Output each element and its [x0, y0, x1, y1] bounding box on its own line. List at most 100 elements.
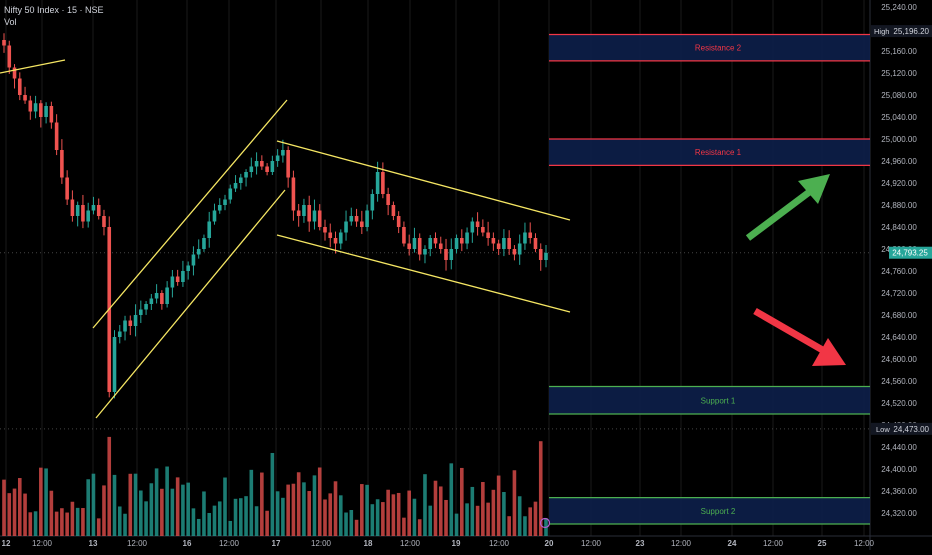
candle-body	[444, 249, 448, 260]
volume-bar	[275, 491, 280, 536]
candle-body	[202, 238, 206, 249]
volume-bar	[517, 496, 522, 536]
volume-bar	[86, 479, 90, 536]
volume-bar	[2, 479, 6, 536]
candle-body	[228, 188, 233, 200]
candle-body	[96, 205, 101, 216]
volume-bar	[391, 494, 396, 536]
candle-body	[212, 210, 217, 222]
trendline	[276, 234, 571, 313]
candle-body	[128, 320, 133, 326]
volume-bar	[102, 485, 106, 536]
volume-bar	[228, 520, 233, 536]
volume-bar	[123, 513, 127, 536]
volume-bar	[149, 483, 154, 536]
volume-bar	[317, 467, 322, 536]
candle-body	[328, 232, 333, 238]
candle-body	[270, 161, 275, 172]
candle-body	[286, 150, 290, 178]
volume-bar	[270, 452, 275, 536]
candle-body	[470, 221, 475, 233]
volume-bar	[291, 483, 296, 536]
candle-body	[544, 252, 548, 260]
volume-bar	[481, 482, 485, 536]
volume-bar	[238, 498, 243, 536]
candle-body	[538, 249, 543, 260]
candle-body	[338, 232, 343, 244]
time-tick-label: 18	[364, 539, 373, 548]
volume-bar	[460, 467, 464, 536]
volume-bar	[523, 516, 527, 536]
price-tick-label: 24,600.00	[881, 355, 917, 364]
volume-bar	[23, 493, 27, 536]
candle-body	[81, 205, 85, 222]
candle-body	[112, 337, 117, 392]
time-tick-label: 12	[2, 539, 11, 548]
candle-body	[433, 238, 438, 244]
price-tick-label: 24,880.00	[881, 201, 917, 210]
price-tick-label: 24,640.00	[881, 333, 917, 342]
volume-label: Vol	[4, 17, 17, 27]
volume-bar	[217, 501, 222, 536]
volume-bar	[281, 497, 285, 536]
low-badge	[871, 422, 932, 435]
candle-body	[17, 78, 22, 95]
candle-body	[149, 298, 154, 304]
volume-bar	[65, 512, 69, 536]
high-badge	[871, 25, 932, 38]
volume-bar	[375, 499, 380, 536]
candle-body	[181, 271, 185, 282]
volume-bar	[333, 481, 338, 536]
candle-body	[160, 293, 164, 304]
volume-bar	[496, 475, 501, 536]
candle-body	[317, 210, 322, 227]
chart-header: Nifty 50 Index · 15 · NSE Vol	[4, 4, 104, 28]
candle-body	[196, 249, 201, 255]
candle-body	[512, 249, 517, 255]
volume-bar	[170, 488, 175, 536]
candle-body	[344, 221, 348, 233]
candle-body	[481, 227, 485, 233]
volume-bar	[428, 505, 433, 536]
volume-bar	[70, 501, 75, 536]
candle-body	[44, 106, 48, 117]
volume-bar	[112, 474, 117, 536]
candle-body	[70, 199, 75, 216]
down-arrow-head	[812, 338, 846, 366]
volume-bar	[81, 508, 85, 536]
candle-body	[386, 194, 390, 205]
trendline	[0, 59, 66, 74]
candle-body	[423, 249, 427, 255]
candle-body	[296, 210, 301, 216]
up-arrow-shaft	[745, 187, 815, 241]
candle-body	[165, 287, 169, 304]
candle-body	[507, 238, 511, 249]
candle-body	[428, 238, 433, 249]
candle-body	[354, 216, 359, 222]
volume-bar	[338, 495, 343, 536]
candle-body	[449, 249, 454, 260]
volume-bar	[133, 473, 138, 536]
volume-bar	[296, 472, 301, 536]
volume-bar	[312, 475, 317, 536]
volume-bar	[349, 509, 354, 536]
volume-bar	[465, 503, 469, 536]
candle-body	[207, 221, 212, 238]
candle-body	[323, 227, 327, 233]
volume-bar	[75, 507, 80, 536]
candle-body	[144, 304, 148, 310]
price-tick-label: 24,400.00	[881, 465, 917, 474]
candle-body	[91, 205, 96, 211]
volume-bar	[212, 505, 217, 536]
volume-bar	[491, 489, 496, 536]
candle-body	[417, 238, 422, 255]
candle-body	[360, 221, 364, 227]
candle-body	[523, 232, 527, 244]
candle-body	[454, 238, 459, 249]
volume-bar	[381, 502, 385, 536]
candle-body	[102, 216, 106, 227]
volume-bar	[344, 512, 348, 536]
candle-body	[412, 238, 417, 249]
time-tick-label: 16	[183, 539, 192, 548]
